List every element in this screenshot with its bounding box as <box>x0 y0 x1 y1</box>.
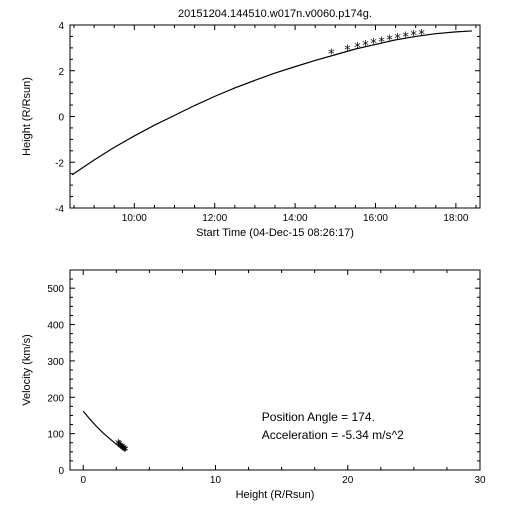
data-marker: * <box>362 39 370 54</box>
annotation-text: Position Angle = 174. <box>262 410 375 424</box>
x-axis-label: Height (R/Rsun) <box>236 489 315 501</box>
x-tick-label: 12:00 <box>202 213 227 224</box>
data-marker: * <box>410 29 418 44</box>
data-curve <box>72 31 472 175</box>
y-tick-label: 0 <box>58 466 64 477</box>
data-marker: * <box>370 37 378 52</box>
x-tick-label: 20 <box>342 475 354 486</box>
y-tick-label: 500 <box>47 284 64 295</box>
data-marker: * <box>418 28 426 43</box>
x-tick-label: 10 <box>210 475 222 486</box>
data-marker: * <box>402 31 410 46</box>
x-tick-label: 14:00 <box>283 213 308 224</box>
x-tick-label: 10:00 <box>122 213 147 224</box>
figure-svg: 10:0012:0014:0016:0018:00-4-2024********… <box>0 0 512 512</box>
data-marker: * <box>378 35 386 50</box>
y-tick-label: 4 <box>58 21 64 32</box>
y-tick-label: 300 <box>47 357 64 368</box>
plot-frame <box>70 25 480 208</box>
x-axis-label: Start Time (04-Dec-15 08:26:17) <box>196 227 354 239</box>
y-tick-label: 2 <box>58 67 64 78</box>
x-tick-label: 30 <box>474 475 486 486</box>
y-tick-label: 400 <box>47 321 64 332</box>
data-marker: * <box>121 445 129 460</box>
data-marker: * <box>353 41 361 56</box>
x-tick-label: 0 <box>80 475 86 486</box>
annotation-text: Acceleration = -5.34 m/s^2 <box>262 428 404 442</box>
data-marker: * <box>327 48 335 63</box>
y-tick-label: -4 <box>55 204 64 215</box>
x-tick-label: 16:00 <box>363 213 388 224</box>
y-tick-label: 100 <box>47 430 64 441</box>
data-marker: * <box>394 32 402 47</box>
y-axis-label: Height (R/Rsun) <box>21 77 33 156</box>
y-axis-label: Velocity (km/s) <box>21 334 33 406</box>
x-tick-label: 18:00 <box>443 213 468 224</box>
y-tick-label: -2 <box>55 158 64 169</box>
data-marker: * <box>343 44 351 59</box>
chart-title: 20151204.144510.w017n.v0060.p174g. <box>178 8 372 20</box>
y-tick-label: 0 <box>58 113 64 124</box>
data-marker: * <box>386 34 394 49</box>
y-tick-label: 200 <box>47 393 64 404</box>
